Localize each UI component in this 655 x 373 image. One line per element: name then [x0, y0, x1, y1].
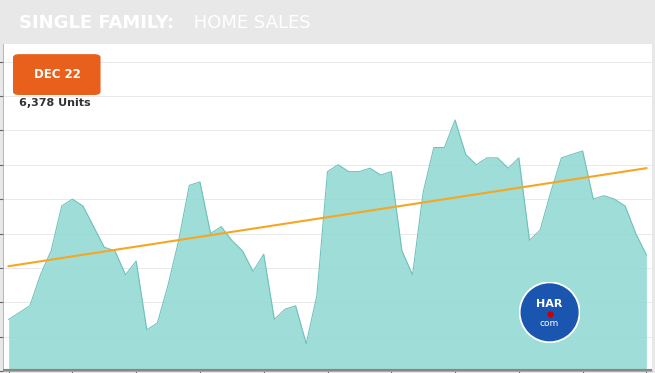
- Text: 6,378 Units: 6,378 Units: [20, 98, 91, 108]
- Text: DEC 22: DEC 22: [33, 68, 81, 81]
- FancyBboxPatch shape: [13, 54, 101, 95]
- Text: HOME SALES: HOME SALES: [188, 14, 310, 32]
- Text: SINGLE FAMILY:: SINGLE FAMILY:: [20, 14, 175, 32]
